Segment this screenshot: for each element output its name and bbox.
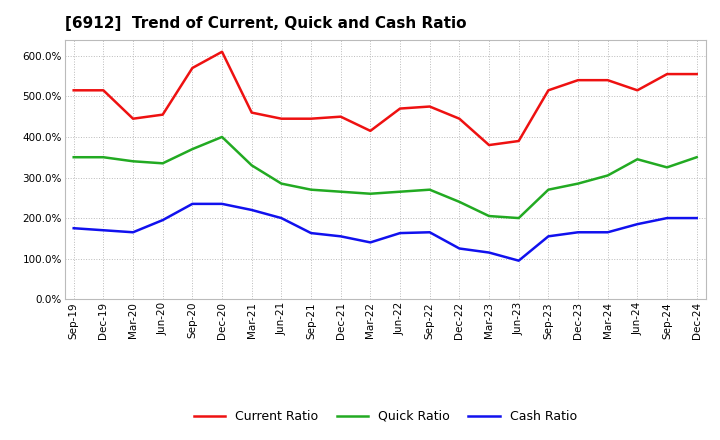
Quick Ratio <box>485 213 493 219</box>
Cash Ratio <box>366 240 374 245</box>
Text: [6912]  Trend of Current, Quick and Cash Ratio: [6912] Trend of Current, Quick and Cash … <box>65 16 467 32</box>
Current Ratio <box>455 116 464 121</box>
Cash Ratio <box>514 258 523 263</box>
Current Ratio <box>248 110 256 115</box>
Current Ratio <box>485 143 493 148</box>
Cash Ratio <box>69 226 78 231</box>
Quick Ratio <box>277 181 286 186</box>
Quick Ratio <box>336 189 345 194</box>
Cash Ratio <box>662 216 671 221</box>
Quick Ratio <box>188 147 197 152</box>
Line: Current Ratio: Current Ratio <box>73 52 697 145</box>
Current Ratio <box>693 71 701 77</box>
Line: Cash Ratio: Cash Ratio <box>73 204 697 260</box>
Cash Ratio <box>633 221 642 227</box>
Current Ratio <box>603 77 612 83</box>
Cash Ratio <box>307 231 315 236</box>
Quick Ratio <box>662 165 671 170</box>
Current Ratio <box>396 106 405 111</box>
Current Ratio <box>129 116 138 121</box>
Quick Ratio <box>129 159 138 164</box>
Quick Ratio <box>426 187 434 192</box>
Quick Ratio <box>544 187 553 192</box>
Quick Ratio <box>248 163 256 168</box>
Quick Ratio <box>307 187 315 192</box>
Cash Ratio <box>188 201 197 206</box>
Cash Ratio <box>426 230 434 235</box>
Cash Ratio <box>248 207 256 213</box>
Cash Ratio <box>693 216 701 221</box>
Line: Quick Ratio: Quick Ratio <box>73 137 697 218</box>
Cash Ratio <box>396 231 405 236</box>
Quick Ratio <box>633 157 642 162</box>
Quick Ratio <box>455 199 464 205</box>
Current Ratio <box>544 88 553 93</box>
Quick Ratio <box>158 161 167 166</box>
Quick Ratio <box>693 154 701 160</box>
Quick Ratio <box>514 216 523 221</box>
Current Ratio <box>188 66 197 71</box>
Quick Ratio <box>603 173 612 178</box>
Current Ratio <box>277 116 286 121</box>
Current Ratio <box>426 104 434 109</box>
Cash Ratio <box>544 234 553 239</box>
Current Ratio <box>366 128 374 133</box>
Current Ratio <box>307 116 315 121</box>
Quick Ratio <box>99 154 108 160</box>
Current Ratio <box>336 114 345 119</box>
Cash Ratio <box>158 217 167 223</box>
Cash Ratio <box>455 246 464 251</box>
Cash Ratio <box>336 234 345 239</box>
Cash Ratio <box>217 201 226 206</box>
Current Ratio <box>69 88 78 93</box>
Current Ratio <box>574 77 582 83</box>
Cash Ratio <box>129 230 138 235</box>
Current Ratio <box>662 71 671 77</box>
Current Ratio <box>217 49 226 55</box>
Current Ratio <box>633 88 642 93</box>
Cash Ratio <box>99 227 108 233</box>
Current Ratio <box>99 88 108 93</box>
Current Ratio <box>514 138 523 143</box>
Quick Ratio <box>217 134 226 139</box>
Cash Ratio <box>574 230 582 235</box>
Quick Ratio <box>69 154 78 160</box>
Quick Ratio <box>574 181 582 186</box>
Quick Ratio <box>396 189 405 194</box>
Cash Ratio <box>603 230 612 235</box>
Legend: Current Ratio, Quick Ratio, Cash Ratio: Current Ratio, Quick Ratio, Cash Ratio <box>189 405 582 428</box>
Quick Ratio <box>366 191 374 196</box>
Current Ratio <box>158 112 167 117</box>
Cash Ratio <box>485 250 493 255</box>
Cash Ratio <box>277 216 286 221</box>
